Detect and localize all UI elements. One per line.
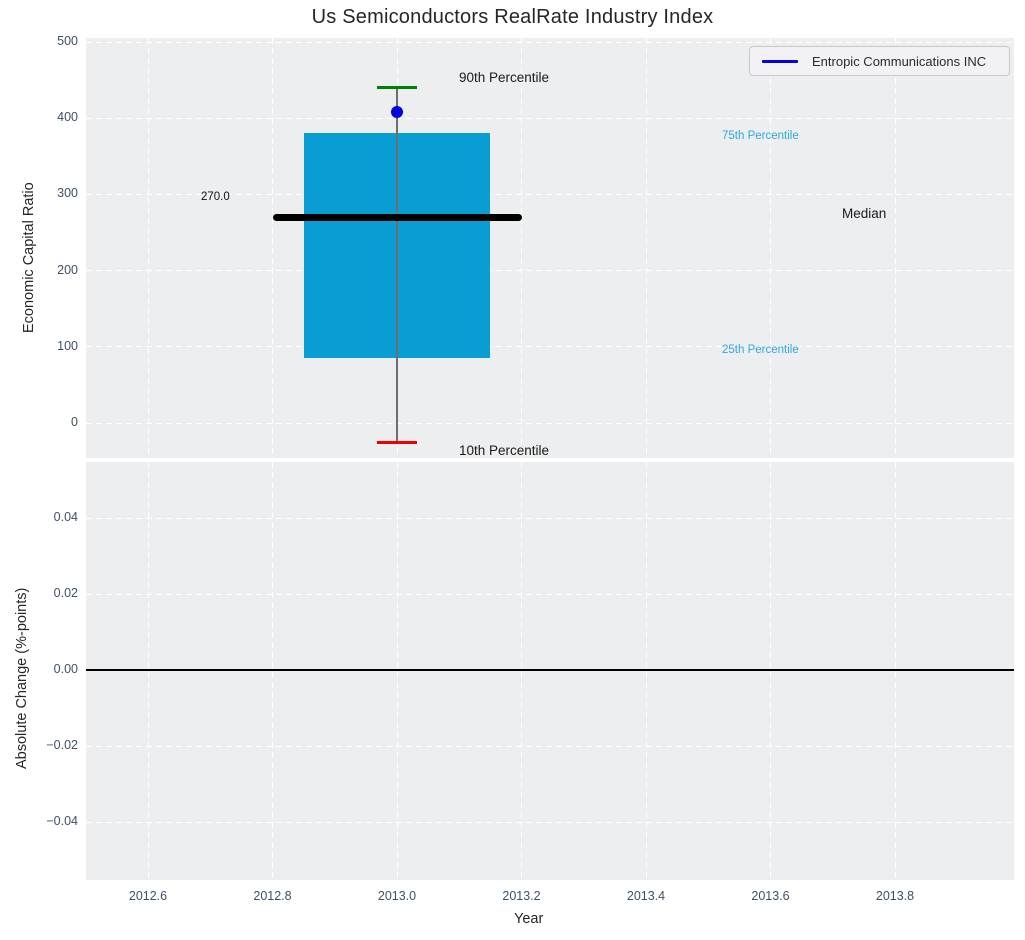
x-tick-label: 2013.8: [860, 889, 930, 903]
gridline-vertical: [272, 38, 273, 458]
x-tick-label: 2013.2: [487, 889, 557, 903]
plot-absolute-change: [86, 462, 1014, 880]
gridline-horizontal: [86, 518, 1014, 519]
gridline-horizontal: [86, 270, 1014, 271]
gridline-vertical: [895, 38, 896, 458]
legend: Entropic Communications INC: [749, 46, 1010, 76]
gridline-horizontal: [86, 746, 1014, 747]
gridline-vertical: [646, 38, 647, 458]
gridline-vertical: [272, 462, 273, 880]
annotation-75th-percentile: 75th Percentile: [722, 130, 799, 142]
gridline-vertical: [770, 38, 771, 458]
median-value-label: 270.0: [201, 191, 230, 203]
gridline-horizontal: [86, 822, 1014, 823]
x-tick-label: 2013.4: [611, 889, 681, 903]
gridline-horizontal: [86, 594, 1014, 595]
gridline-horizontal: [86, 118, 1014, 119]
company-point-marker: [391, 106, 403, 118]
gridline-vertical: [148, 462, 149, 880]
x-tick-label: 2013.6: [736, 889, 806, 903]
annotation-25th-percentile: 25th Percentile: [722, 344, 799, 356]
annotation-median: Median: [842, 206, 886, 221]
gridline-vertical: [646, 462, 647, 880]
median-line: [273, 214, 522, 221]
gridline-vertical: [770, 462, 771, 880]
y-tick-label: 0.04: [10, 510, 78, 524]
gridline-horizontal: [86, 423, 1014, 424]
page-title: Us Semiconductors RealRate Industry Inde…: [0, 6, 1025, 29]
zero-line: [86, 669, 1014, 671]
gridline-vertical: [397, 462, 398, 880]
gridline-vertical: [521, 462, 522, 880]
legend-line-icon: [762, 60, 798, 63]
y-tick-label: 200: [10, 263, 78, 277]
y-axis-label-top: Economic Capital Ratio: [21, 182, 37, 333]
y-tick-label: 300: [10, 186, 78, 200]
annotation-10th-percentile: 10th Percentile: [459, 443, 549, 458]
y-tick-label: 100: [10, 339, 78, 353]
x-tick-label: 2012.6: [113, 889, 183, 903]
y-tick-label: −0.02: [10, 738, 78, 752]
plot-economic-capital-ratio: [86, 38, 1014, 458]
gridline-vertical: [521, 38, 522, 458]
whisker-cap-10th: [377, 441, 417, 444]
gridline-horizontal: [86, 346, 1014, 347]
y-tick-label: 400: [10, 110, 78, 124]
x-axis-label: Year: [514, 911, 543, 927]
whisker-cap-90th: [377, 86, 417, 89]
y-tick-label: 0: [10, 415, 78, 429]
gridline-vertical: [148, 38, 149, 458]
gridline-vertical: [895, 462, 896, 880]
y-tick-label: −0.04: [10, 814, 78, 828]
figure: Us Semiconductors RealRate Industry Inde…: [0, 0, 1025, 940]
whisker-line: [396, 88, 398, 442]
y-tick-label: 0.02: [10, 586, 78, 600]
gridline-horizontal: [86, 42, 1014, 43]
annotation-90th-percentile: 90th Percentile: [459, 70, 549, 85]
y-tick-label: 0.00: [10, 662, 78, 676]
x-tick-label: 2013.0: [362, 889, 432, 903]
x-tick-label: 2012.8: [238, 889, 308, 903]
y-tick-label: 500: [10, 34, 78, 48]
legend-label: Entropic Communications INC: [812, 54, 986, 69]
